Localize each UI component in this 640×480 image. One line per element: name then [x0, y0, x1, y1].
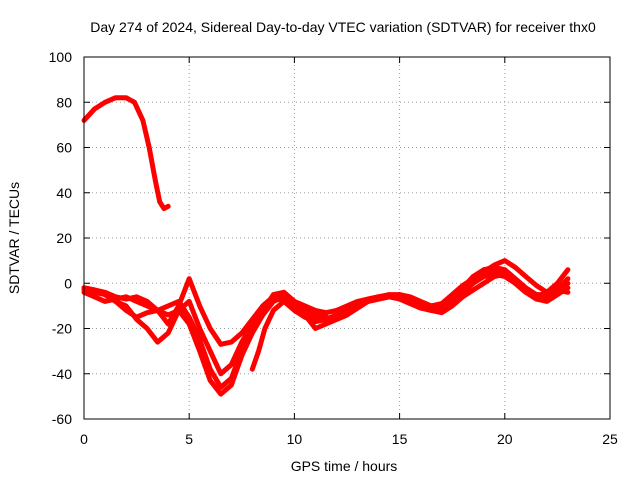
x-tick-label: 5	[185, 431, 193, 447]
x-tick-label: 0	[80, 431, 88, 447]
axis-ticks: 0 5 10 15 20 25 -60 -40 -20 0 20 40 60 80 100	[49, 49, 618, 447]
y-tick-label: -60	[52, 411, 72, 427]
y-tick-label: 80	[56, 94, 72, 110]
x-axis-label: GPS time / hours	[291, 458, 398, 474]
x-tick-label: 20	[497, 431, 513, 447]
y-tick-label: 40	[56, 185, 72, 201]
y-tick-label: 20	[56, 230, 72, 246]
plot-frame	[83, 56, 611, 420]
y-tick-label: -20	[52, 321, 72, 337]
series-layer	[81, 95, 571, 397]
series-line-trace-2	[81, 271, 571, 390]
series-line-trace-1	[81, 95, 171, 212]
chart-title: Day 274 of 2024, Sidereal Day-to-day VTE…	[90, 19, 596, 35]
y-axis-label: SDTVAR / TECUs	[6, 182, 22, 294]
x-tick-label: 15	[392, 431, 408, 447]
x-tick-label: 25	[602, 431, 618, 447]
y-tick-label: 60	[56, 140, 72, 156]
series-line-trace-6	[249, 271, 571, 372]
y-tick-label: 0	[64, 275, 72, 291]
series-line-trace-4	[81, 264, 571, 377]
y-tick-label: -40	[52, 366, 72, 382]
grid-lines	[84, 57, 610, 419]
x-tick-label: 10	[287, 431, 303, 447]
y-tick-label: 100	[49, 49, 73, 65]
